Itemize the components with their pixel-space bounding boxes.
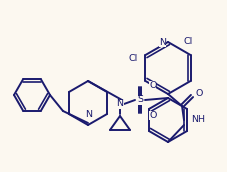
Text: N: N — [116, 99, 123, 109]
Text: N: N — [159, 37, 166, 46]
Text: N: N — [86, 110, 92, 119]
Text: O: O — [149, 110, 156, 120]
Text: NH: NH — [191, 116, 205, 125]
Text: O: O — [196, 89, 203, 98]
Text: O: O — [149, 80, 156, 89]
Text: S: S — [137, 95, 143, 105]
Text: Cl: Cl — [128, 53, 138, 62]
Text: Cl: Cl — [184, 37, 193, 46]
